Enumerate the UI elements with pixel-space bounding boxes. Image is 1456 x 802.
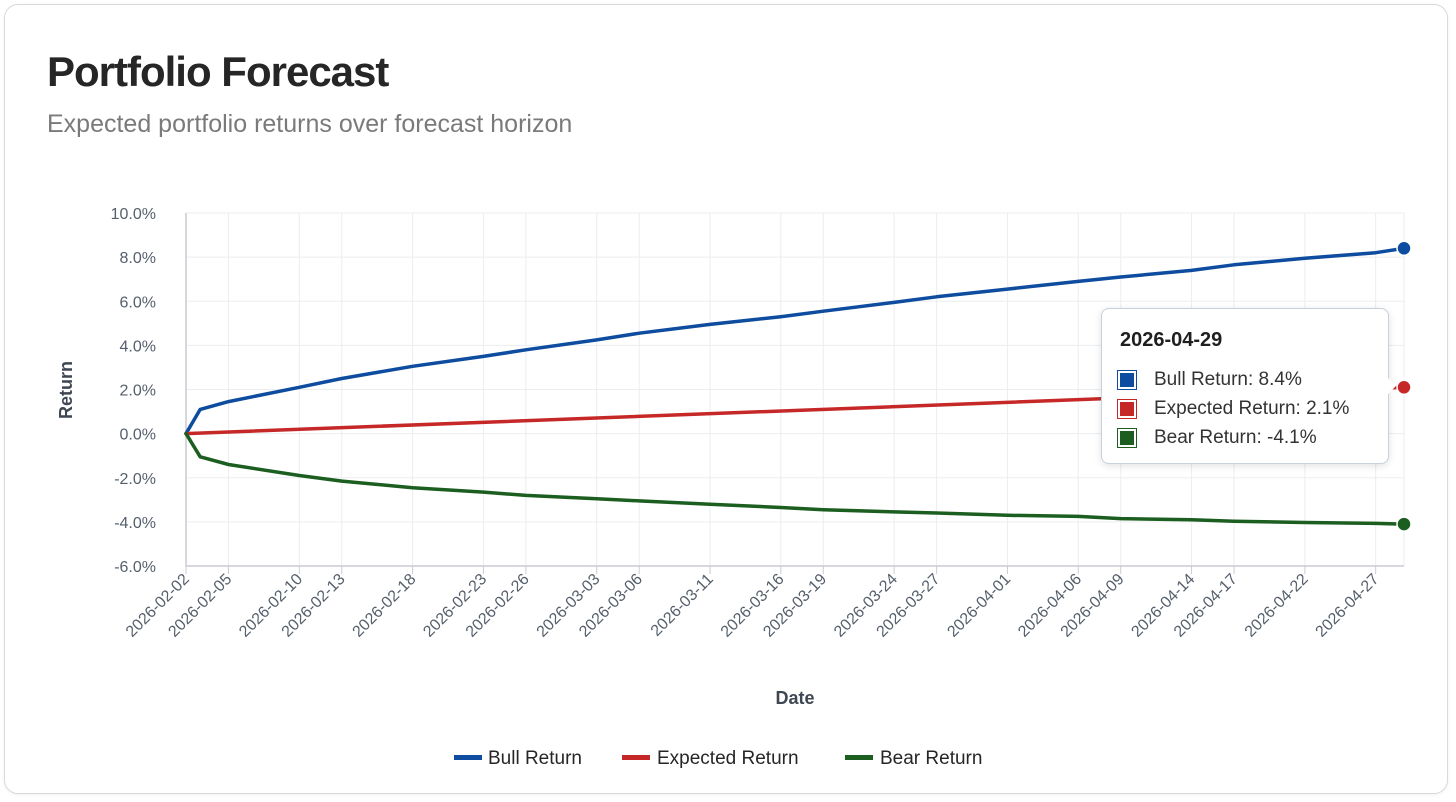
legend-item-expected[interactable]: Expected Return bbox=[622, 748, 799, 769]
legend-item-bull[interactable]: Bull Return bbox=[454, 748, 582, 769]
tooltip-text-expected: Expected Return: 2.1% bbox=[1154, 398, 1350, 419]
series-line-bull bbox=[184, 246, 1406, 436]
page-subtitle: Expected portfolio returns over forecast… bbox=[47, 110, 573, 138]
legend-label: Expected Return bbox=[657, 748, 799, 769]
page-title: Portfolio Forecast bbox=[47, 48, 389, 95]
tooltip-swatch-expected bbox=[1117, 399, 1137, 419]
hover-tooltip: 2026-04-29 Bull Return: 8.4% Expected Re… bbox=[1101, 308, 1389, 464]
tooltip-swatch-bull bbox=[1117, 370, 1137, 390]
y-tick-label: -2.0% bbox=[114, 471, 156, 488]
y-tick-labels: -6.0% -4.0% -2.0% 0.0% 2.0% 4.0% 6.0% 8.0% 10.0% bbox=[111, 206, 156, 576]
legend-label: Bear Return bbox=[880, 748, 982, 769]
tooltip-title: 2026-04-29 bbox=[1120, 329, 1223, 351]
x-tick-label: 2026-02-18 bbox=[350, 571, 420, 641]
y-tick-label: 6.0% bbox=[120, 294, 156, 311]
y-axis-title: Return bbox=[56, 361, 76, 419]
y-tick-label: 2.0% bbox=[120, 383, 156, 400]
legend-swatch bbox=[454, 755, 482, 760]
legend-swatch bbox=[845, 755, 873, 760]
y-tick-label: 10.0% bbox=[111, 206, 156, 223]
legend[interactable]: Bull Return Expected Return Bear Return bbox=[454, 748, 982, 769]
tooltip-row-bull: Bull Return: 8.4% bbox=[1117, 368, 1302, 392]
y-tick-label: 8.0% bbox=[120, 250, 156, 267]
legend-item-bear[interactable]: Bear Return bbox=[845, 748, 982, 769]
tooltip-text-bull: Bull Return: 8.4% bbox=[1154, 369, 1302, 390]
x-tick-label: 2026-03-11 bbox=[648, 571, 717, 640]
x-tick-label: 2026-04-22 bbox=[1242, 571, 1312, 641]
tooltip-swatch-bear bbox=[1117, 428, 1137, 448]
series-point-bear bbox=[1396, 516, 1412, 532]
x-tick-label: 2026-04-01 bbox=[944, 571, 1014, 641]
y-tick-label: -6.0% bbox=[114, 559, 156, 576]
y-tick-label: -4.0% bbox=[114, 515, 156, 532]
tooltip-arrow bbox=[1388, 378, 1396, 394]
y-tick-label: 0.0% bbox=[120, 427, 156, 444]
legend-swatch bbox=[622, 755, 650, 760]
axes bbox=[185, 213, 1404, 574]
tooltip-row-bear: Bear Return: -4.1% bbox=[1117, 426, 1317, 450]
y-tick-label: 4.0% bbox=[120, 338, 156, 355]
tooltip-text-bear: Bear Return: -4.1% bbox=[1154, 427, 1317, 448]
x-axis-title: Date bbox=[775, 688, 814, 708]
x-tick-label: 2026-04-27 bbox=[1313, 571, 1383, 641]
series-line-bear bbox=[184, 431, 1406, 526]
series-point-expected bbox=[1396, 379, 1412, 396]
series-point-bull bbox=[1396, 240, 1412, 257]
legend-label: Bull Return bbox=[488, 748, 582, 769]
tooltip-row-expected: Expected Return: 2.1% bbox=[1117, 397, 1350, 421]
